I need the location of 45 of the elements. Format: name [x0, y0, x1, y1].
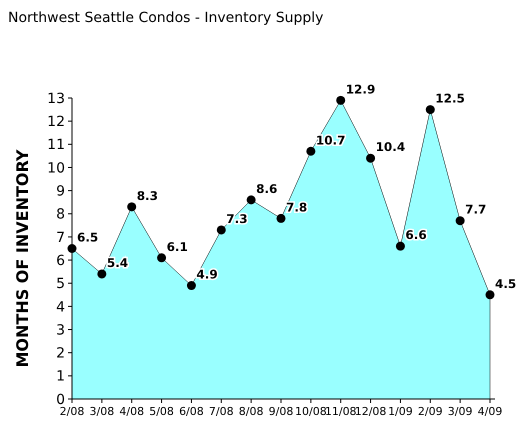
y-tick-label: 7 — [56, 230, 65, 246]
x-tick-label: 3/09 — [448, 405, 472, 418]
y-tick-label: 3 — [56, 322, 65, 338]
y-tick-label: 0 — [56, 392, 65, 408]
data-label: 6.5 — [77, 230, 98, 244]
x-tick-label: 4/09 — [478, 405, 502, 418]
y-tick-label: 4 — [56, 299, 66, 316]
data-label: 4.5 — [495, 276, 516, 291]
data-label: 5.4 — [106, 256, 128, 270]
data-label: 7.8 — [286, 200, 308, 214]
x-tick-label: 2/09 — [418, 405, 443, 418]
y-axis-title: MONTHS OF INVENTORY — [13, 149, 32, 368]
data-label: 10.4 — [376, 140, 406, 154]
data-label: 8.3 — [136, 188, 158, 203]
y-tick-label: 6 — [56, 252, 66, 269]
y-tick-label: 2 — [56, 346, 65, 362]
data-label: 6.6 — [405, 228, 427, 242]
x-tick-label: 12/08 — [354, 405, 386, 418]
x-tick-label: 8/08 — [238, 405, 264, 418]
x-tick-label: 5/08 — [149, 405, 174, 418]
x-tick-label: 11/08 — [324, 405, 357, 418]
data-label: 12.5 — [435, 92, 465, 106]
y-tick-label: 11 — [47, 137, 65, 154]
x-tick-label: 7/08 — [208, 405, 234, 418]
data-label: 10.7 — [316, 133, 346, 148]
data-label: 8.6 — [256, 182, 278, 196]
x-tick-label: 4/08 — [119, 405, 144, 418]
y-tick-label: 10 — [47, 160, 65, 176]
chart-title: Northwest Seattle Condos - Inventory Supply — [8, 10, 324, 26]
y-tick-label: 5 — [56, 276, 65, 292]
data-label: 7.7 — [465, 202, 486, 217]
y-tick-label: 12 — [47, 114, 65, 130]
data-label: 6.1 — [166, 240, 188, 254]
x-tick-label: 1/09 — [388, 405, 413, 418]
x-tick-label: 2/08 — [60, 405, 84, 418]
x-tick-label: 10/08 — [295, 405, 327, 418]
x-tick-label: 3/08 — [90, 405, 114, 418]
x-tick-label: 9/08 — [268, 405, 294, 418]
y-tick-label: 1 — [56, 368, 65, 385]
y-tick-label: 13 — [47, 90, 65, 107]
y-tick-label: 8 — [56, 206, 65, 223]
y-tick-label: 9 — [56, 184, 65, 200]
data-label: 4.9 — [196, 268, 218, 282]
data-label: 12.9 — [346, 82, 376, 96]
x-tick-label: 6/08 — [179, 405, 204, 418]
